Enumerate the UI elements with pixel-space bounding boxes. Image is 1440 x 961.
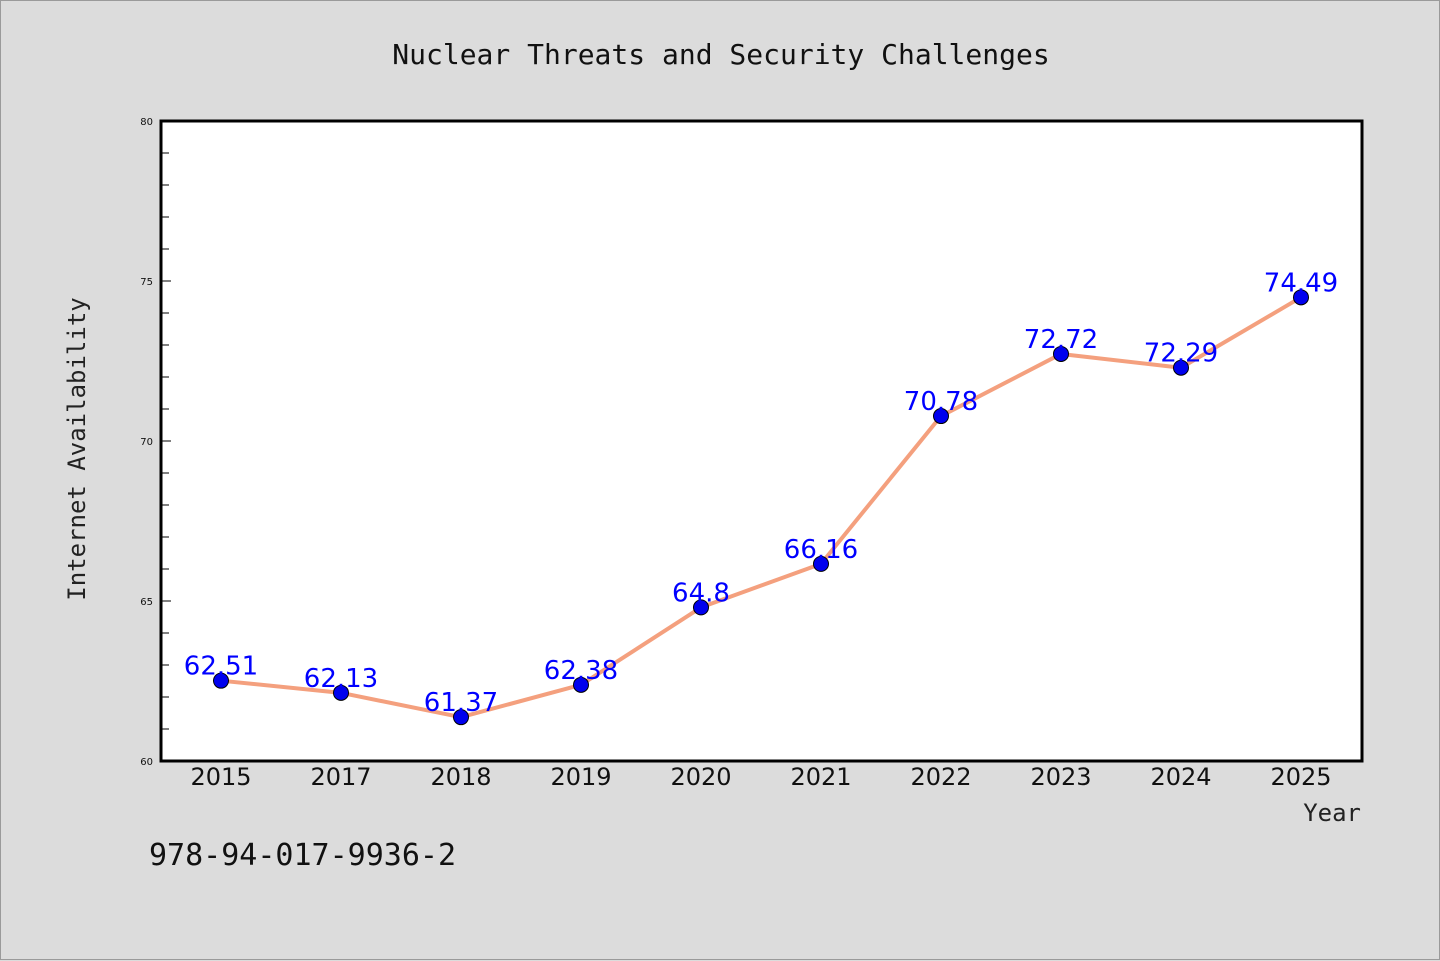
x-tick-label: 2024 xyxy=(1150,763,1211,791)
data-point-label: 62.51 xyxy=(184,652,258,682)
x-tick-label: 2023 xyxy=(1030,763,1091,791)
plot-area xyxy=(161,121,1362,761)
series-line xyxy=(220,295,1303,720)
x-tick-label: 2020 xyxy=(670,763,731,791)
data-markers xyxy=(213,289,1309,726)
x-tick-label: 2015 xyxy=(190,763,251,791)
x-tick-label: 2017 xyxy=(310,763,371,791)
data-point-marker xyxy=(813,555,829,572)
data-point-label: 64.8 xyxy=(672,578,730,608)
data-point-label: 72.72 xyxy=(1024,325,1098,355)
data-point-label: 70.78 xyxy=(904,387,978,417)
y-axis-label: Internet Availability xyxy=(63,297,91,600)
x-tick-label: 2018 xyxy=(430,763,491,791)
footnote-text: 978-94-017-9936-2 xyxy=(149,838,456,873)
data-point-marker xyxy=(573,676,589,693)
data-point-marker xyxy=(333,684,349,701)
data-point-label: 62.13 xyxy=(304,664,378,694)
x-axis-label: Year xyxy=(1303,799,1361,827)
data-point-label: 62.38 xyxy=(544,656,618,686)
y-tick-label: 60 xyxy=(140,757,153,768)
data-point-marker xyxy=(1173,359,1189,376)
data-point-marker xyxy=(213,672,229,689)
x-tick-label: 2022 xyxy=(910,763,971,791)
data-point-marker xyxy=(693,599,709,616)
data-point-marker xyxy=(453,709,469,726)
data-point-marker xyxy=(1293,289,1309,306)
plot-border xyxy=(159,119,1364,763)
data-labels: 62.51 62.13 61.37 62.38 64.8 66.16 70.78 72.72 7… xyxy=(184,268,1338,718)
y-tick-label: 75 xyxy=(140,277,153,288)
data-point-label: 66.16 xyxy=(784,535,858,565)
x-axis: 2015 2017 2018 2019 2020 2021 2022 2023 2024 2025 xyxy=(190,763,1331,791)
data-point-label: 72.29 xyxy=(1144,339,1218,369)
x-tick-label: 2025 xyxy=(1270,763,1331,791)
data-point-marker xyxy=(933,408,949,425)
chart-title: Nuclear Threats and Security Challenges xyxy=(392,38,1049,71)
y-tick-label: 80 xyxy=(140,117,153,128)
data-point-label: 61.37 xyxy=(424,688,498,718)
y-tick-label: 65 xyxy=(140,597,153,608)
x-tick-label: 2021 xyxy=(790,763,851,791)
data-point-marker xyxy=(1053,345,1069,362)
y-tick-label: 70 xyxy=(140,437,153,448)
x-tick-label: 2019 xyxy=(550,763,611,791)
data-point-label: 74.49 xyxy=(1264,268,1338,298)
